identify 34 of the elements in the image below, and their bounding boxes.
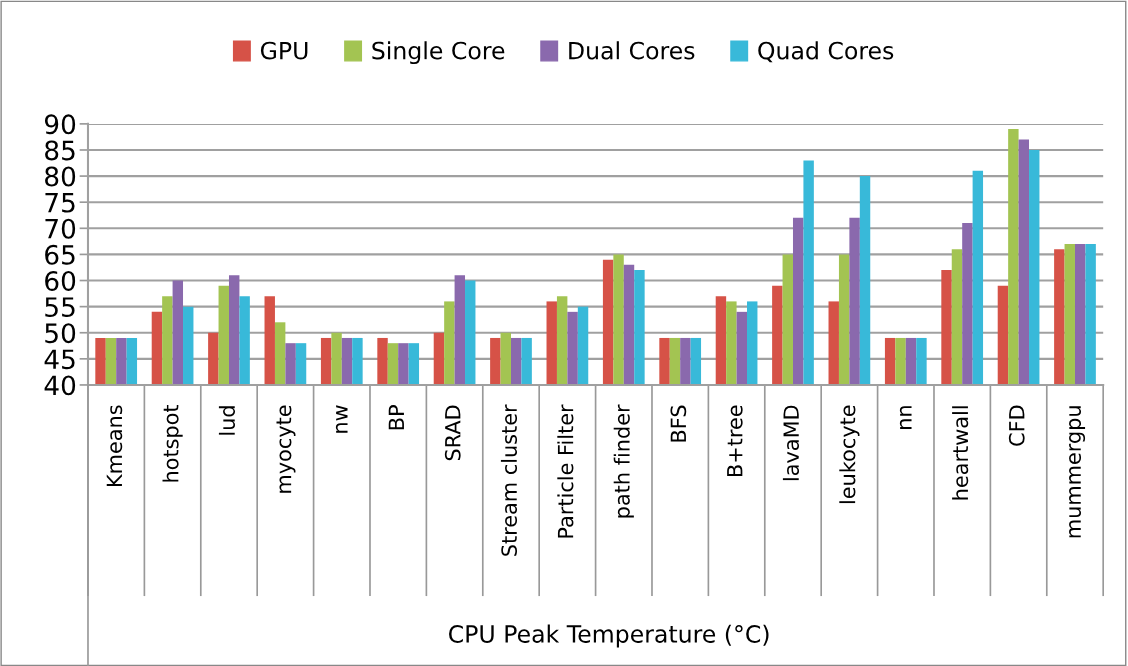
x-tick-label: nw xyxy=(335,405,348,433)
y-tick-label: 50 xyxy=(45,323,76,344)
x-tick-label: lud xyxy=(218,406,236,435)
x-axis-title: CPU Peak Temperature (°C) xyxy=(449,624,769,648)
x-tick-label: myocyte xyxy=(276,405,296,493)
y-tick-label: 80 xyxy=(45,166,76,187)
legend-label: Single Core xyxy=(372,41,505,65)
x-tick-label: Stream cluster xyxy=(500,404,518,556)
y-tick-label: 65 xyxy=(45,244,75,265)
y-tick-label: 55 xyxy=(45,297,75,318)
x-tick-label: leukocyte xyxy=(839,405,860,504)
x-tick-label: nn xyxy=(899,406,912,429)
x-tick-label: path finder xyxy=(613,404,634,518)
y-tick-label: 75 xyxy=(45,192,75,213)
x-tick-label: Kmeans xyxy=(106,405,123,486)
y-tick-label: 70 xyxy=(45,218,76,239)
y-tick-label: 60 xyxy=(45,270,76,291)
x-tick-label: B+tree xyxy=(727,405,743,476)
x-tick-label: Particle Filter xyxy=(557,404,574,538)
legend-label: Quad Cores xyxy=(758,41,894,63)
y-tick-label: 85 xyxy=(45,140,75,161)
legend-label: GPU xyxy=(260,41,308,60)
legend-label: Dual Cores xyxy=(569,41,695,60)
x-tick-label: mummergpu xyxy=(1069,406,1086,538)
x-tick-label: BFS xyxy=(670,405,687,442)
x-tick-label: hotspot xyxy=(162,404,183,482)
x-tick-label: SRAD xyxy=(444,405,461,461)
x-tick-label: heartwall xyxy=(952,406,969,500)
x-tick-label: BP xyxy=(388,405,404,430)
x-tick-label: CFD xyxy=(1008,405,1025,446)
x-tick-label: lavaMD xyxy=(782,405,800,481)
y-tick-label: 45 xyxy=(44,349,75,370)
y-tick-label: 40 xyxy=(44,375,76,396)
y-tick-label: 90 xyxy=(44,114,76,135)
